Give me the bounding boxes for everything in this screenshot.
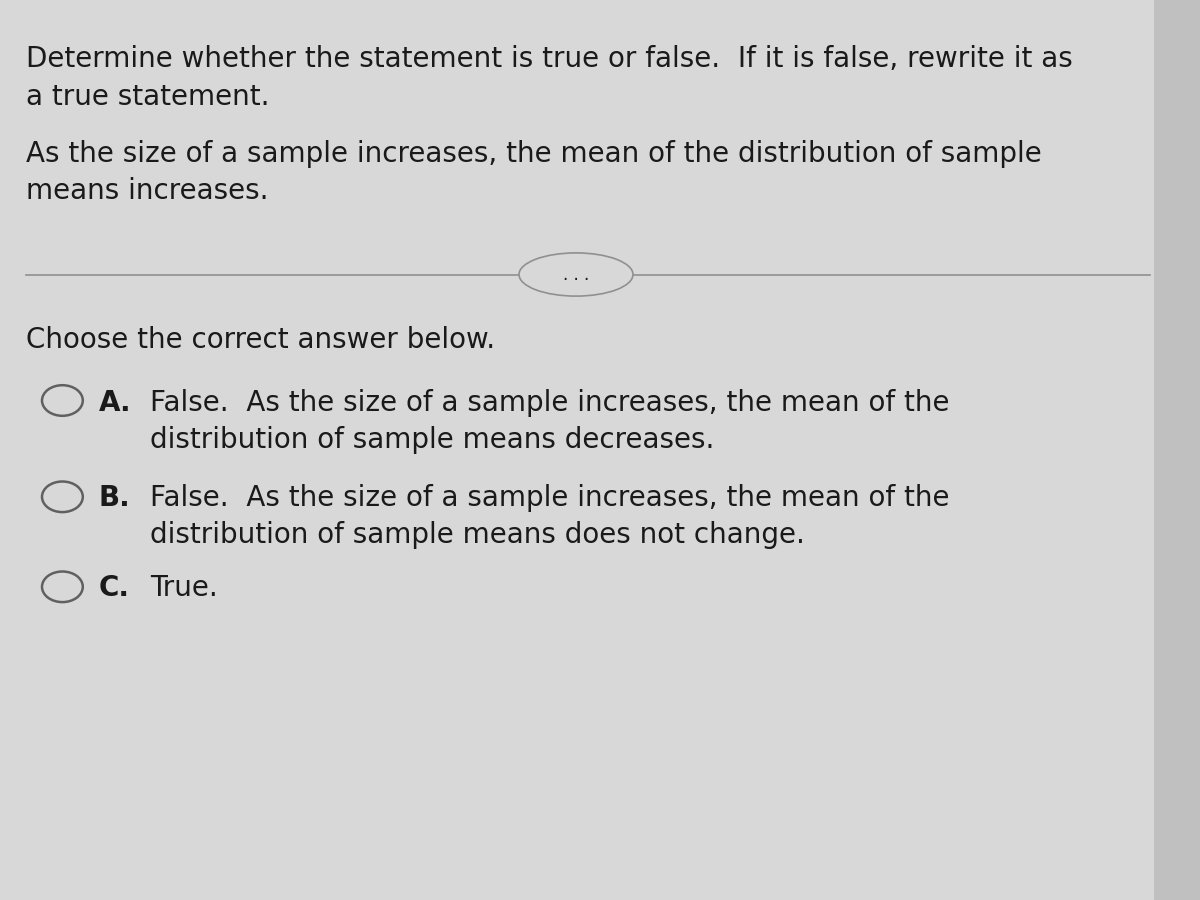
Text: a true statement.: a true statement. bbox=[26, 83, 270, 111]
Text: ▼: ▼ bbox=[1171, 328, 1186, 346]
Text: Choose the correct answer below.: Choose the correct answer below. bbox=[26, 326, 496, 354]
Text: B.: B. bbox=[98, 484, 130, 512]
Text: distribution of sample means decreases.: distribution of sample means decreases. bbox=[150, 426, 714, 454]
Text: True.: True. bbox=[150, 574, 217, 602]
Text: means increases.: means increases. bbox=[26, 177, 269, 205]
Text: As the size of a sample increases, the mean of the distribution of sample: As the size of a sample increases, the m… bbox=[26, 140, 1042, 167]
Ellipse shape bbox=[520, 253, 634, 296]
Text: A.: A. bbox=[98, 389, 131, 417]
Text: distribution of sample means does not change.: distribution of sample means does not ch… bbox=[150, 521, 805, 549]
Text: Determine whether the statement is true or false.  If it is false, rewrite it as: Determine whether the statement is true … bbox=[26, 45, 1073, 73]
Text: False.  As the size of a sample increases, the mean of the: False. As the size of a sample increases… bbox=[150, 484, 949, 512]
Text: ▲: ▲ bbox=[1171, 11, 1186, 29]
Text: C.: C. bbox=[98, 574, 130, 602]
Text: False.  As the size of a sample increases, the mean of the: False. As the size of a sample increases… bbox=[150, 389, 949, 417]
Text: . . .: . . . bbox=[563, 266, 589, 284]
